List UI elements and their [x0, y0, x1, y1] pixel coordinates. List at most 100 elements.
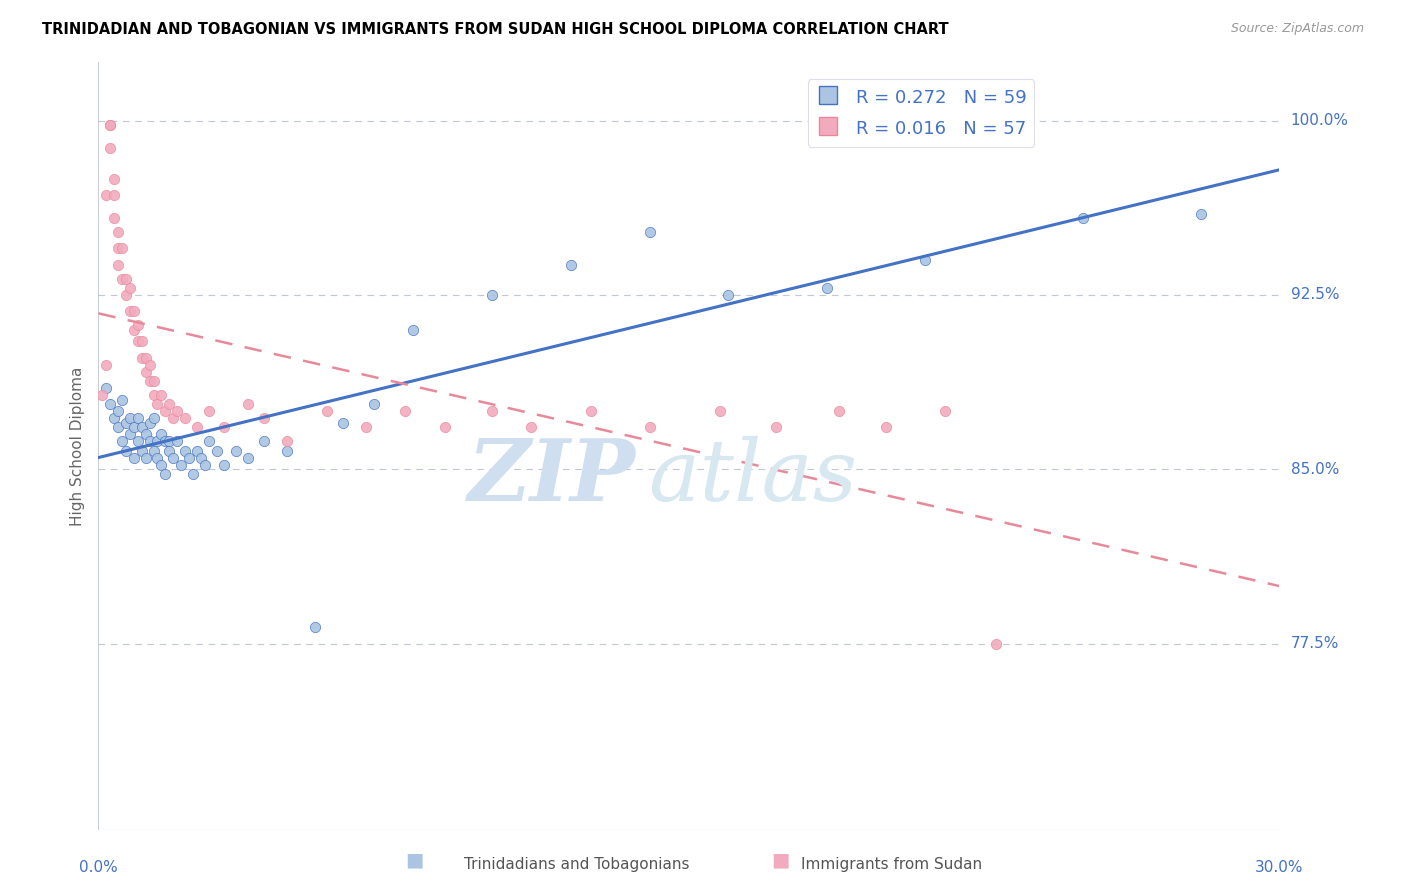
Point: [118, 427, 141, 442]
Text: ■: ■: [405, 851, 425, 870]
Point: [142, 388, 165, 402]
Point: [186, 420, 208, 434]
Point: [236, 397, 259, 411]
Point: [142, 374, 165, 388]
Point: [827, 404, 849, 418]
Point: [98, 118, 121, 132]
Point: [131, 351, 153, 365]
Point: [107, 241, 129, 255]
Point: [304, 620, 326, 634]
Point: [197, 404, 219, 418]
Point: [253, 411, 276, 425]
Text: atlas: atlas: [648, 435, 856, 518]
Point: [111, 241, 134, 255]
Point: [150, 427, 173, 442]
Point: [560, 258, 582, 272]
Point: [107, 420, 129, 434]
Point: [111, 392, 134, 407]
Point: [166, 404, 188, 418]
Point: [177, 450, 200, 465]
Point: [138, 434, 160, 449]
Point: [146, 397, 169, 411]
Point: [127, 411, 149, 425]
Point: [225, 443, 247, 458]
Point: [122, 420, 145, 434]
Point: [98, 118, 121, 132]
Point: [107, 404, 129, 418]
Point: [111, 434, 134, 449]
Point: [155, 404, 177, 418]
Point: [717, 288, 740, 302]
Text: 0.0%: 0.0%: [79, 860, 118, 875]
Point: [135, 351, 157, 365]
Point: [315, 404, 337, 418]
Point: [402, 323, 425, 337]
Point: [205, 443, 228, 458]
Point: [174, 443, 197, 458]
Point: [709, 404, 731, 418]
Point: [142, 443, 165, 458]
Point: [934, 404, 956, 418]
Point: [115, 443, 138, 458]
Point: [197, 434, 219, 449]
Point: [363, 397, 385, 411]
Point: [142, 411, 165, 425]
Point: [138, 416, 160, 430]
Point: [157, 434, 180, 449]
Point: [276, 434, 298, 449]
Point: [111, 271, 134, 285]
Point: [1189, 206, 1212, 220]
Point: [115, 416, 138, 430]
Point: [174, 411, 197, 425]
Point: [214, 458, 236, 472]
Text: ■: ■: [770, 851, 790, 870]
Point: [157, 397, 180, 411]
Point: [914, 253, 936, 268]
Point: [91, 388, 114, 402]
Point: [157, 443, 180, 458]
Point: [433, 420, 456, 434]
Point: [166, 434, 188, 449]
Text: ZIP: ZIP: [468, 435, 636, 518]
Point: [122, 304, 145, 318]
Point: [135, 450, 157, 465]
Point: [127, 434, 149, 449]
Legend: R = 0.272   N = 59, R = 0.016   N = 57: R = 0.272 N = 59, R = 0.016 N = 57: [807, 79, 1035, 146]
Point: [103, 188, 125, 202]
Point: [236, 450, 259, 465]
Point: [194, 458, 217, 472]
Point: [181, 467, 204, 481]
Point: [155, 467, 177, 481]
Point: [103, 211, 125, 226]
Text: 77.5%: 77.5%: [1291, 636, 1339, 651]
Point: [155, 434, 177, 449]
Point: [103, 171, 125, 186]
Point: [122, 323, 145, 337]
Point: [332, 416, 354, 430]
Point: [190, 450, 212, 465]
Text: 85.0%: 85.0%: [1291, 462, 1339, 476]
Point: [146, 450, 169, 465]
Text: Source: ZipAtlas.com: Source: ZipAtlas.com: [1230, 22, 1364, 36]
Point: [394, 404, 416, 418]
Point: [107, 258, 129, 272]
Point: [162, 450, 184, 465]
Point: [122, 450, 145, 465]
Point: [214, 420, 236, 434]
Point: [984, 637, 1007, 651]
Point: [150, 388, 173, 402]
Text: Trinidadians and Tobagonians: Trinidadians and Tobagonians: [464, 857, 689, 872]
Point: [481, 288, 503, 302]
Text: 100.0%: 100.0%: [1291, 113, 1348, 128]
Point: [150, 458, 173, 472]
Point: [103, 411, 125, 425]
Point: [96, 188, 118, 202]
Point: [131, 443, 153, 458]
Point: [579, 404, 602, 418]
Point: [118, 304, 141, 318]
Point: [127, 318, 149, 332]
Point: [96, 381, 118, 395]
Point: [115, 271, 138, 285]
Point: [520, 420, 543, 434]
Text: TRINIDADIAN AND TOBAGONIAN VS IMMIGRANTS FROM SUDAN HIGH SCHOOL DIPLOMA CORRELAT: TRINIDADIAN AND TOBAGONIAN VS IMMIGRANTS…: [42, 22, 949, 37]
